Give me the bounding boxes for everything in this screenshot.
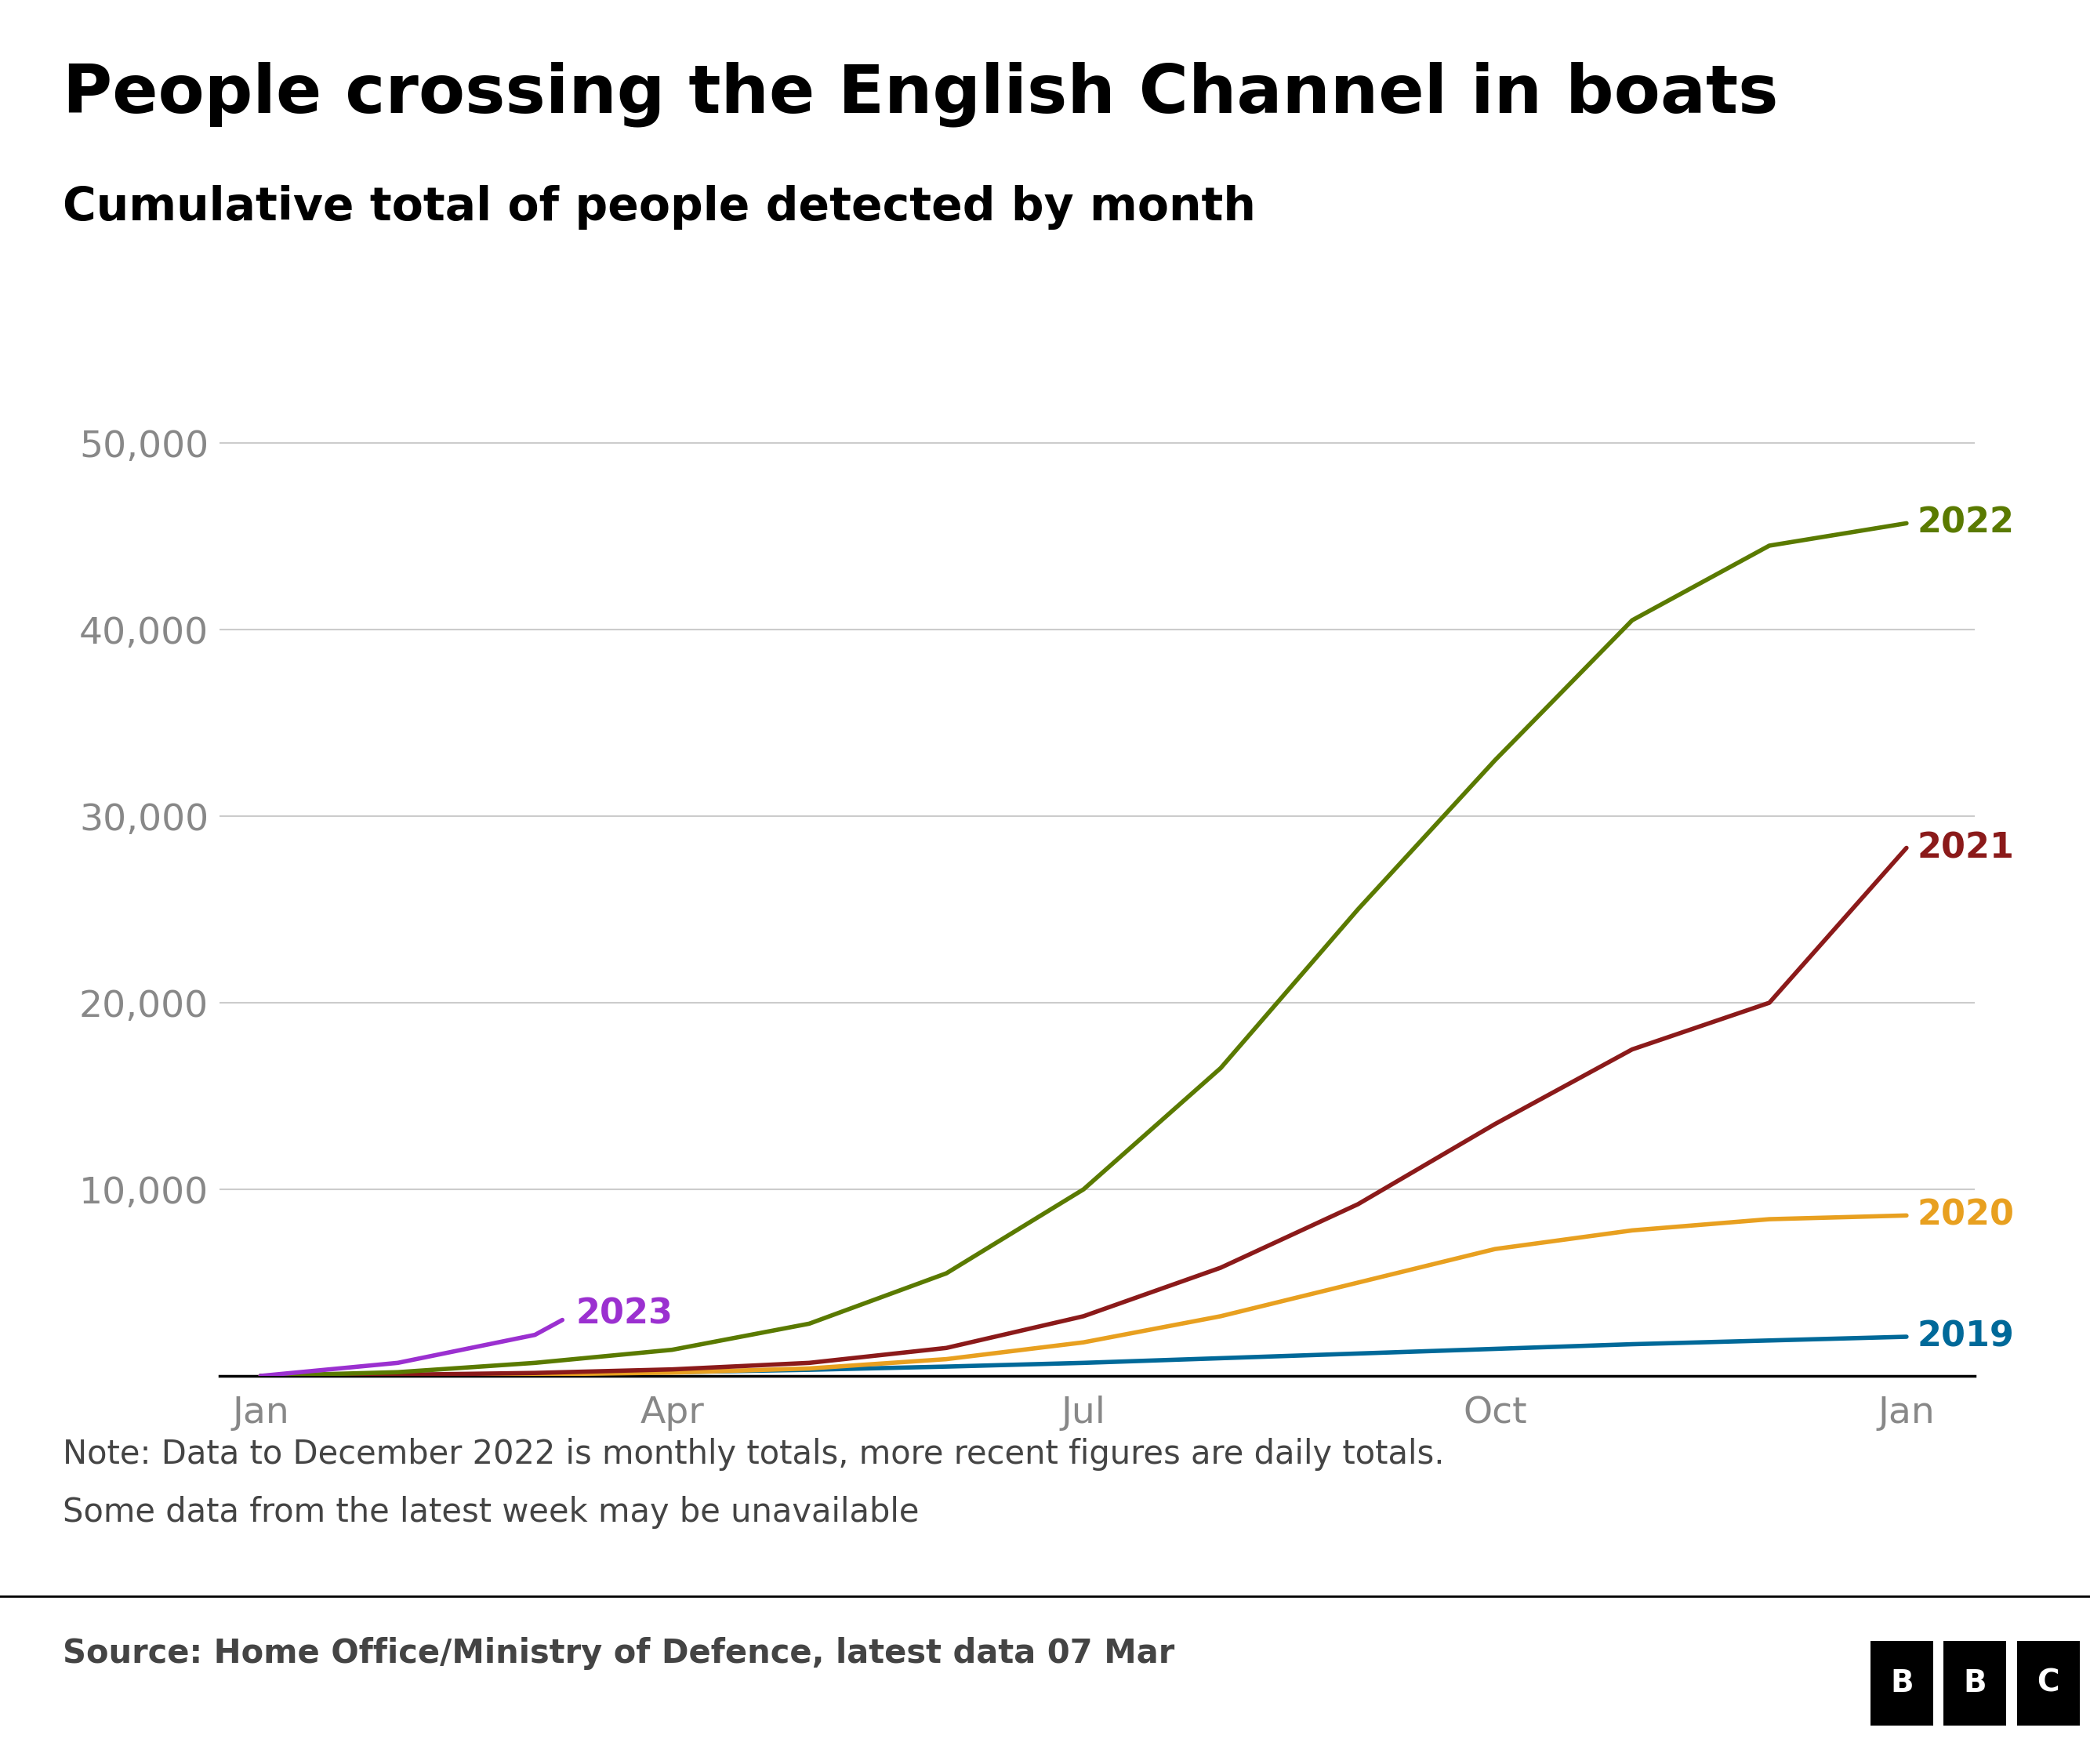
Text: Note: Data to December 2022 is monthly totals, more recent figures are daily tot: Note: Data to December 2022 is monthly t… (63, 1438, 1444, 1471)
Text: C: C (2038, 1669, 2059, 1697)
Text: Cumulative total of people detected by month: Cumulative total of people detected by m… (63, 185, 1256, 229)
Text: Source: Home Office/Ministry of Defence, latest data 07 Mar: Source: Home Office/Ministry of Defence,… (63, 1637, 1175, 1671)
Text: 2020: 2020 (1917, 1198, 2015, 1233)
Text: Some data from the latest week may be unavailable: Some data from the latest week may be un… (63, 1496, 920, 1529)
Text: 2023: 2023 (577, 1298, 673, 1332)
Text: 2019: 2019 (1917, 1319, 2015, 1353)
Text: B: B (1889, 1669, 1914, 1697)
Text: 2021: 2021 (1917, 831, 2015, 864)
Text: People crossing the English Channel in boats: People crossing the English Channel in b… (63, 62, 1779, 127)
Text: B: B (1963, 1669, 1988, 1697)
Text: 2022: 2022 (1917, 506, 2015, 540)
